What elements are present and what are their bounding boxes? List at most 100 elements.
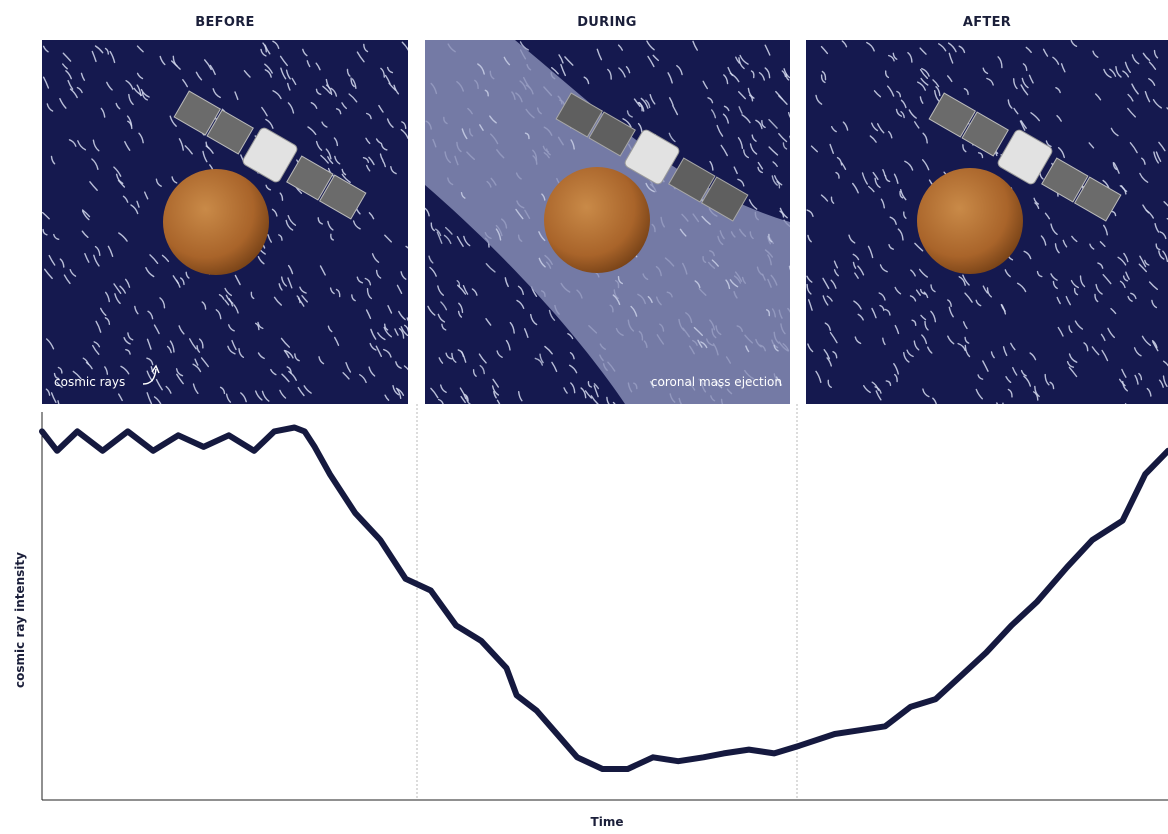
- cosmic-ray-streak: [538, 257, 546, 268]
- cosmic-ray-streak: [322, 85, 331, 94]
- cosmic-ray-streak: [288, 370, 297, 381]
- cosmic-ray-streak: [92, 344, 100, 355]
- cosmic-ray-streak: [144, 191, 149, 200]
- cosmic-ray-streak: [1065, 295, 1071, 306]
- cosmic-ray-streak: [833, 269, 839, 277]
- cosmic-ray-streak: [459, 387, 467, 400]
- cosmic-ray-streak: [911, 319, 917, 326]
- cosmic-ray-streak: [618, 67, 626, 78]
- cosmic-ray-streak: [551, 67, 559, 75]
- cosmic-ray-streak: [457, 284, 467, 295]
- cosmic-ray-streak: [461, 128, 468, 140]
- cosmic-ray-streak: [877, 123, 885, 134]
- cosmic-ray-streak: [479, 124, 484, 131]
- cosmic-ray-streak: [325, 84, 333, 96]
- cosmic-ray-streak: [645, 99, 651, 109]
- cosmic-ray-streak: [315, 88, 322, 95]
- cosmic-ray-streak: [400, 271, 407, 280]
- cosmic-ray-streak: [906, 349, 914, 358]
- cosmic-ray-streak: [920, 77, 929, 86]
- cosmic-ray-streak: [1142, 52, 1151, 61]
- cosmic-ray-streak: [835, 171, 840, 179]
- cosmic-ray-streak: [962, 274, 970, 286]
- cosmic-ray-streak: [871, 307, 877, 319]
- cosmic-ray-streak: [287, 102, 295, 114]
- cosmic-ray-streak: [738, 91, 746, 100]
- cosmic-ray-streak: [95, 320, 102, 333]
- cosmic-ray-streak: [287, 264, 294, 275]
- cosmic-ray-streak: [234, 274, 241, 286]
- cosmic-ray-streak: [363, 43, 369, 53]
- planet-icon: [544, 167, 650, 273]
- cosmic-ray-streak: [436, 231, 443, 244]
- cosmic-ray-streak: [869, 135, 877, 143]
- cosmic-ray-streak: [169, 115, 177, 127]
- cosmic-ray-streak: [716, 381, 723, 389]
- cosmic-ray-streak: [380, 143, 388, 151]
- cosmic-ray-streak: [815, 370, 822, 383]
- cosmic-ray-streak: [919, 47, 927, 55]
- cosmic-ray-streak: [1066, 361, 1075, 368]
- cosmic-ray-streak: [81, 230, 89, 238]
- cosmic-ray-streak: [1131, 83, 1139, 95]
- cosmic-ray-streak: [438, 398, 444, 404]
- cosmic-ray-streak: [913, 340, 920, 351]
- cosmic-ray-streak: [50, 392, 57, 403]
- cosmic-ray-streak: [750, 70, 755, 79]
- cosmic-ray-streak: [633, 98, 641, 107]
- cosmic-ray-streak: [894, 286, 902, 295]
- cosmic-ray-streak: [815, 94, 823, 105]
- cosmic-ray-streak: [48, 254, 56, 266]
- cosmic-ray-streak: [563, 387, 568, 394]
- cosmic-ray-streak: [200, 357, 209, 368]
- cosmic-ray-streak: [53, 233, 60, 240]
- cosmic-ray-streak: [569, 352, 575, 360]
- cosmic-ray-streak: [437, 285, 444, 296]
- cosmic-ray-streak: [122, 195, 129, 203]
- cosmic-ray-streak: [830, 196, 835, 204]
- cosmic-ray-streak: [584, 390, 593, 399]
- cosmic-ray-streak: [484, 89, 489, 97]
- cosmic-ray-streak: [228, 298, 234, 307]
- cosmic-ray-streak: [1154, 223, 1160, 233]
- cosmic-ray-streak: [1097, 262, 1104, 269]
- cosmic-ray-streak: [184, 145, 193, 155]
- cosmic-ray-streak: [857, 265, 865, 276]
- cosmic-ray-streak: [745, 345, 750, 353]
- cosmic-ray-streak: [371, 253, 380, 263]
- cosmic-ray-streak: [491, 385, 500, 396]
- cosmic-ray-streak: [821, 70, 827, 81]
- cosmic-ray-streak: [1142, 204, 1150, 214]
- cosmic-ray-streak: [441, 323, 447, 331]
- cosmic-ray-streak: [958, 276, 966, 286]
- cosmic-ray-streak: [369, 342, 377, 351]
- cosmic-ray-streak: [1071, 235, 1078, 243]
- cosmic-ray-streak: [841, 40, 848, 48]
- cosmic-ray-streak: [778, 133, 788, 143]
- cosmic-ray-streak: [1155, 243, 1161, 251]
- cosmic-ray-streak: [327, 220, 334, 231]
- cosmic-ray-streak: [257, 321, 264, 330]
- cosmic-ray-streak: [69, 269, 77, 277]
- cosmic-ray-streak: [1153, 151, 1159, 164]
- cosmic-ray-streak: [875, 390, 882, 401]
- cosmic-ray-streak: [871, 381, 880, 391]
- cosmic-ray-streak: [437, 313, 446, 323]
- cosmic-ray-streak: [401, 41, 408, 51]
- cosmic-ray-streak: [1159, 231, 1167, 240]
- cosmic-ray-streak: [519, 41, 529, 51]
- cosmic-ray-streak: [833, 260, 839, 269]
- cosmic-ray-streak: [225, 393, 232, 403]
- cosmic-ray-streak: [390, 166, 397, 175]
- cosmic-ray-streak: [857, 313, 864, 321]
- cosmic-ray-streak: [375, 138, 382, 145]
- cosmic-ray-streak: [761, 120, 766, 129]
- cosmic-ray-streak: [1088, 142, 1095, 149]
- cosmic-ray-streak: [94, 245, 101, 256]
- cosmic-ray-streak: [841, 162, 847, 170]
- cosmic-ray-streak: [997, 56, 1003, 69]
- cosmic-ray-streak: [1021, 77, 1029, 89]
- cosmic-ray-streak: [42, 228, 48, 236]
- cosmic-ray-streak: [238, 348, 245, 358]
- cosmic-ray-streak: [93, 341, 101, 348]
